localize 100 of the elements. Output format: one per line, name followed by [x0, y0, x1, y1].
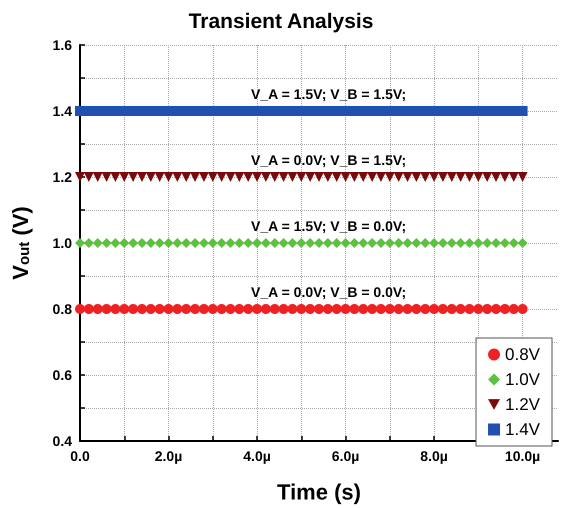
point	[500, 304, 510, 314]
point	[110, 304, 120, 314]
point	[305, 304, 316, 314]
y-tick-label: 0.8	[52, 301, 72, 317]
point	[278, 304, 289, 314]
point	[278, 106, 289, 116]
point	[296, 238, 306, 248]
point	[446, 238, 457, 248]
point	[84, 238, 94, 248]
point	[305, 106, 316, 116]
legend-label: 0.8V	[505, 345, 541, 364]
point	[190, 238, 200, 248]
point	[349, 304, 360, 314]
point	[411, 172, 422, 182]
annotation: V_A = 1.5V; V_B = 1.5V;	[250, 86, 406, 102]
point	[146, 238, 156, 248]
point	[456, 304, 466, 314]
point	[102, 304, 112, 314]
point	[394, 304, 404, 314]
y-tick-label: 0.4	[52, 433, 72, 449]
point	[464, 238, 474, 248]
point	[243, 106, 254, 116]
point	[508, 172, 519, 182]
point	[518, 238, 528, 248]
point	[518, 106, 528, 116]
point	[119, 172, 130, 182]
point	[234, 238, 244, 248]
point	[473, 304, 484, 314]
point	[456, 106, 466, 116]
point	[75, 106, 85, 116]
point	[394, 106, 404, 116]
point	[402, 172, 413, 182]
point	[252, 106, 262, 116]
point	[198, 106, 209, 116]
point	[181, 172, 192, 182]
point	[314, 238, 324, 248]
point	[225, 106, 236, 116]
point	[367, 106, 378, 116]
point	[518, 172, 528, 182]
point	[128, 304, 138, 314]
point	[119, 238, 130, 248]
x-tick-label: 6.0µ	[332, 448, 360, 464]
point	[500, 238, 510, 248]
point	[508, 106, 519, 116]
point	[411, 304, 422, 314]
point	[208, 172, 218, 182]
point	[136, 106, 147, 116]
point	[128, 172, 138, 182]
point	[278, 172, 289, 182]
point	[84, 304, 94, 314]
point	[102, 106, 112, 116]
point	[252, 238, 262, 248]
point	[332, 304, 342, 314]
point	[438, 304, 448, 314]
point	[411, 238, 422, 248]
point	[260, 238, 271, 248]
point	[482, 238, 492, 248]
point	[491, 172, 502, 182]
point	[136, 304, 147, 314]
point	[234, 172, 244, 182]
annotation: V_A = 0.0V; V_B = 1.5V;	[250, 152, 406, 168]
point	[216, 304, 227, 314]
y-tick-label: 0.6	[52, 367, 72, 383]
point	[190, 304, 200, 314]
point	[376, 304, 386, 314]
point	[172, 238, 182, 248]
point	[270, 238, 280, 248]
point	[270, 172, 280, 182]
point	[305, 238, 316, 248]
point	[456, 238, 466, 248]
y-tick-label: 1.6	[52, 37, 72, 53]
point	[376, 106, 386, 116]
point	[394, 172, 404, 182]
y-tick-label: 1.0	[52, 235, 72, 251]
annotation: V_A = 1.5V; V_B = 0.0V;	[250, 218, 406, 234]
point	[154, 304, 165, 314]
point	[190, 172, 200, 182]
point	[225, 172, 236, 182]
point	[260, 304, 271, 314]
point	[181, 238, 192, 248]
annotation: V_A = 0.0V; V_B = 0.0V;	[250, 284, 406, 300]
point	[349, 106, 360, 116]
point	[429, 106, 440, 116]
point	[198, 172, 209, 182]
point	[198, 304, 209, 314]
point	[491, 304, 502, 314]
x-axis-title: Time (s)	[277, 480, 361, 504]
x-tick-label: 8.0µ	[420, 448, 448, 464]
point	[332, 172, 342, 182]
point	[464, 106, 474, 116]
point	[296, 304, 306, 314]
point	[75, 172, 85, 182]
point	[438, 106, 448, 116]
point	[164, 106, 174, 116]
point	[464, 172, 474, 182]
point	[473, 172, 484, 182]
point	[181, 106, 192, 116]
point	[340, 172, 351, 182]
point	[216, 106, 227, 116]
point	[305, 172, 316, 182]
